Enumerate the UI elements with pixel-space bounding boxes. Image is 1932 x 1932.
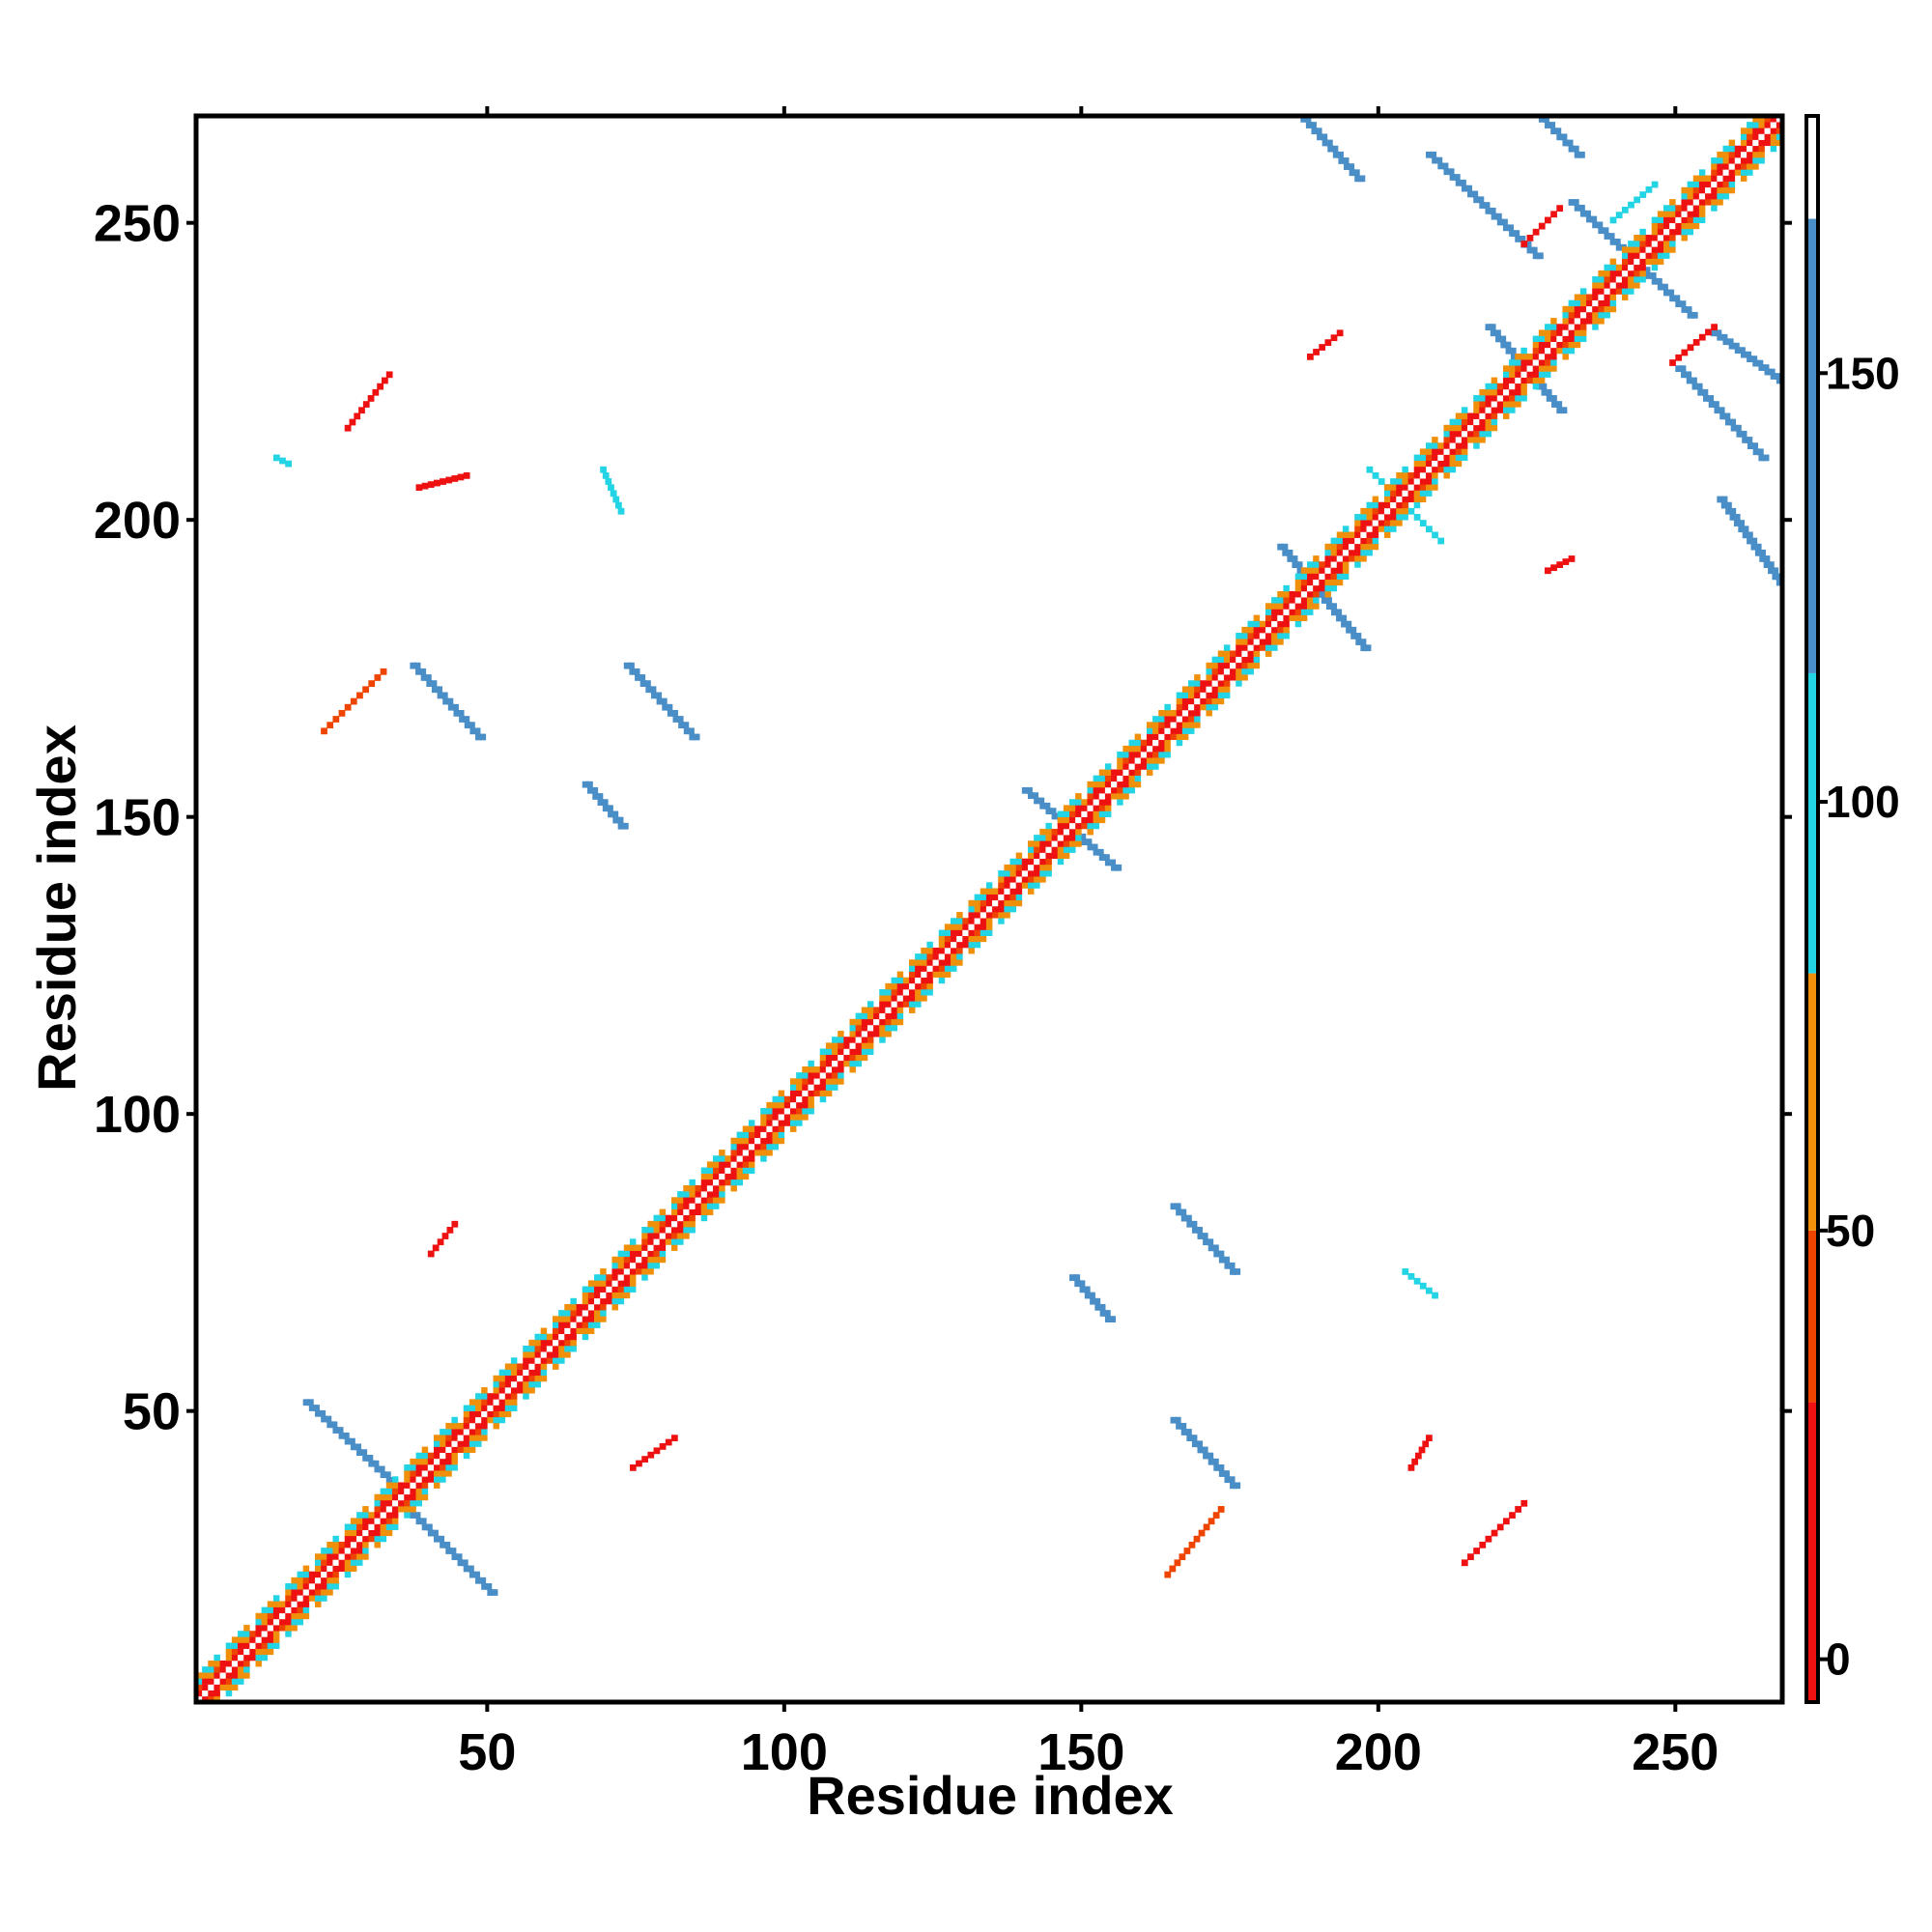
plot-frame — [193, 113, 1785, 1705]
contact-patch-11 — [1170, 1416, 1241, 1490]
y-tick-label-50: 50 — [123, 1383, 181, 1441]
contact-patch-1 — [398, 1499, 498, 1596]
colorbar-tick-label-0: 0 — [1826, 1634, 1851, 1685]
contact-patch-34 — [1545, 555, 1576, 575]
contact-patch-27 — [1669, 324, 1718, 366]
colorbar-segment-4 — [1806, 218, 1818, 673]
colorbar-segment-2 — [1806, 973, 1818, 1231]
contact-patch-13 — [1164, 1506, 1225, 1578]
contact-patch-26 — [1520, 205, 1564, 247]
contact-patch-19 — [1426, 151, 1544, 260]
contact-patch-33 — [1407, 1435, 1433, 1471]
colorbar-tick-label-100: 100 — [1826, 777, 1900, 827]
x-tick-label-50: 50 — [458, 1723, 516, 1781]
x-tick-label-200: 200 — [1335, 1723, 1422, 1781]
heatmap-plot-area — [196, 116, 1782, 1702]
contact-patch-32 — [1307, 329, 1344, 360]
contact-patch-3 — [623, 662, 700, 741]
contact-patch-30 — [629, 1435, 678, 1471]
contact-patch-23 — [1675, 365, 1770, 462]
contact-patch-12 — [1461, 1499, 1528, 1567]
contact-patch-29 — [427, 1220, 459, 1258]
colorbar: 0 50 100 150 — [1804, 114, 1900, 1704]
contact-patch-5 — [600, 466, 625, 515]
contact-patch-31 — [415, 471, 470, 492]
x-axis-title: Residue index — [807, 1765, 1174, 1826]
x-tick-label-150: 150 — [1037, 1723, 1124, 1781]
contact-patch-7 — [272, 454, 293, 468]
contact-patch-6 — [344, 371, 393, 432]
y-tick-label-100: 100 — [94, 1086, 181, 1144]
y-tick-label-250: 250 — [94, 195, 181, 253]
contact-patch-28 — [1609, 181, 1659, 224]
x-tick-label-250: 250 — [1632, 1723, 1719, 1781]
colorbar-tick-label-50: 50 — [1826, 1206, 1875, 1256]
colorbar-segment-0 — [1806, 1402, 1818, 1702]
contact-patch-25 — [1717, 496, 1782, 586]
y-axis-title: Residue index — [26, 724, 87, 1092]
contact-patch-10 — [1069, 1274, 1116, 1323]
contact-patch-15 — [1277, 543, 1372, 652]
colorbar-segment-1 — [1806, 1230, 1818, 1403]
contact-patch-14 — [1402, 1268, 1438, 1299]
y-tick-label-150: 150 — [94, 789, 181, 847]
contact-patch-18 — [1294, 116, 1366, 183]
x-tick-label-100: 100 — [741, 1723, 828, 1781]
contact-patch-4 — [582, 781, 629, 830]
x-axis-ticks: 50 100 150 200 250 — [458, 106, 1719, 1781]
contact-patch-9 — [1170, 1203, 1241, 1275]
contact-patch-2 — [410, 662, 487, 741]
contact-patch-8 — [321, 668, 387, 735]
y-axis-ticks: 50 100 150 200 250 — [94, 195, 1792, 1441]
colorbar-frame — [1804, 114, 1820, 1704]
y-tick-label-200: 200 — [94, 492, 181, 550]
colorbar-segment-5 — [1806, 116, 1818, 219]
diagonal-band — [196, 116, 1782, 1702]
contact-patch-24 — [1711, 329, 1782, 384]
colorbar-segment-3 — [1806, 672, 1818, 974]
colorbar-tick-label-150: 150 — [1826, 348, 1900, 398]
